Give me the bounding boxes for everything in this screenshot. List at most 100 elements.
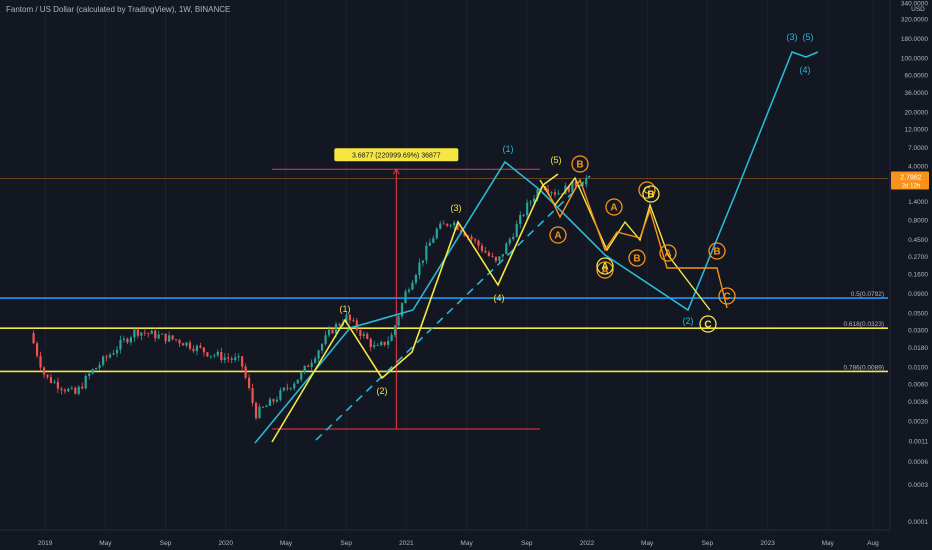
wave-circle-label: B	[642, 185, 660, 203]
price-tick: 0.0180	[908, 345, 928, 352]
price-tick: 100.0000	[901, 56, 928, 63]
candle-body	[383, 341, 386, 345]
time-tick: 2023	[760, 540, 775, 547]
candle-body	[279, 390, 282, 400]
price-tick: 0.0006	[908, 459, 928, 466]
measure-arrow	[392, 168, 400, 175]
wave-circle-text: B	[576, 160, 583, 171]
candle-body	[42, 367, 46, 375]
wave-circle	[596, 257, 614, 275]
candle-body	[366, 333, 369, 339]
candle-body	[241, 356, 244, 367]
wave-circle-label: B	[628, 249, 646, 267]
candle-body	[216, 351, 219, 356]
candle-body	[390, 334, 393, 341]
price-tick: 180.0000	[901, 36, 928, 43]
price-tick: 0.0900	[908, 291, 928, 298]
wave-correction-yellow	[539, 176, 711, 311]
time-tick: May	[460, 540, 473, 547]
wave-cyan-path	[254, 50, 819, 444]
candle-body	[296, 379, 299, 384]
candle-body	[553, 192, 557, 195]
candle-body	[237, 356, 240, 358]
price-tick: 0.0100	[908, 365, 928, 372]
candle-body	[362, 333, 365, 336]
candle-body	[108, 354, 112, 358]
time-axis-bg	[0, 530, 932, 550]
level-label: 0.5(0.0792)	[851, 291, 884, 298]
candle-body	[581, 184, 584, 186]
candle-body	[317, 350, 320, 359]
price-tick: 0.8000	[908, 218, 928, 225]
wave-circle-label: A	[596, 257, 614, 275]
candle-body	[387, 340, 390, 345]
time-tick: Sep	[521, 540, 533, 547]
time-tick: Sep	[702, 540, 714, 547]
candle-body	[46, 374, 49, 378]
candle-body	[491, 255, 494, 257]
candle-body	[449, 225, 452, 226]
price-tick: 320.0000	[901, 17, 928, 24]
candle-body	[505, 243, 508, 255]
wave-circle-text: C	[704, 320, 711, 331]
candle-body	[265, 405, 268, 408]
candle-body	[303, 365, 306, 373]
candle-body	[411, 282, 414, 290]
candle-body	[484, 250, 487, 253]
candle-body	[254, 402, 258, 419]
candle-body	[199, 345, 202, 348]
price-tick: 36.0000	[905, 90, 929, 97]
time-axis[interactable]: 2019 May Sep 2020 May Sep 2021 May Sep 2022 May Sep…	[0, 529, 932, 550]
price-tick: 0.0036	[908, 399, 928, 406]
candle-body	[136, 329, 139, 336]
wave-label: (1)	[503, 144, 514, 154]
candle-body	[88, 373, 91, 376]
wave-circle	[549, 226, 567, 244]
wave-label: (5)	[803, 32, 814, 42]
candle-body	[282, 387, 285, 391]
price-tick: 4.0000	[908, 164, 928, 171]
candle-body	[380, 341, 383, 346]
wave-circle-text: B	[713, 247, 720, 258]
candle-body	[331, 329, 334, 334]
price-tick: 1.4000	[908, 199, 928, 206]
wave-circle	[571, 155, 589, 173]
candle-body	[320, 344, 324, 351]
wave-circle	[638, 181, 656, 199]
price-tick: 0.0011	[909, 439, 929, 446]
candle-body	[171, 335, 174, 340]
candle-body	[307, 365, 310, 368]
candle-body	[247, 377, 251, 389]
candle-body	[95, 367, 98, 370]
candle-body	[522, 215, 525, 216]
candle-body	[334, 324, 338, 334]
candle-body	[206, 352, 209, 357]
candle-body	[512, 236, 515, 240]
candle-body	[133, 329, 136, 338]
candle-body	[178, 340, 181, 344]
candle-body	[418, 262, 421, 276]
price-tick: 0.0003	[908, 482, 928, 489]
candle-body	[101, 356, 105, 365]
candle-body	[487, 252, 491, 256]
wave-circle-label: A	[596, 261, 614, 279]
candle-body	[105, 356, 108, 358]
candle-body	[213, 355, 216, 357]
time-tick: Aug	[867, 540, 879, 547]
candle-body	[560, 193, 564, 195]
wave-circle-label: C	[699, 315, 717, 333]
wave-circle-text: B	[647, 190, 654, 201]
candle-body	[39, 355, 42, 368]
wave-circle-text: A	[601, 266, 608, 277]
candle-body	[223, 357, 226, 361]
price-tick: 0.0020	[908, 419, 928, 426]
wave-circle	[596, 261, 614, 279]
price-tick: 0.4500	[908, 237, 928, 244]
candle-body	[327, 329, 331, 336]
candle-body	[244, 366, 247, 378]
candle-body	[425, 245, 428, 261]
candle-body	[314, 358, 317, 363]
candle-body	[275, 399, 278, 402]
